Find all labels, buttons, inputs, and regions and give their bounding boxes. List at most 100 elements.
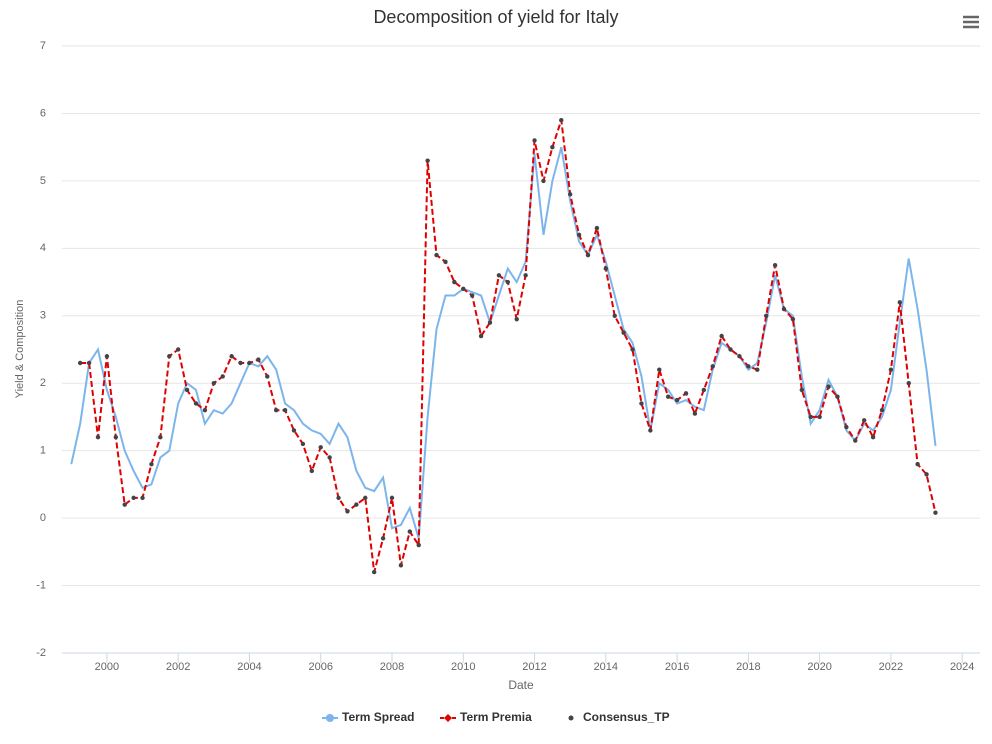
legend-label: Consensus_TP (583, 710, 670, 724)
data-point (870, 434, 876, 440)
legend-item[interactable]: Term Spread (322, 710, 414, 724)
legend-item[interactable]: Consensus_TP (568, 710, 670, 724)
legend-marker (444, 714, 452, 722)
data-point (193, 401, 199, 406)
data-point (363, 495, 368, 501)
y-tick-label: -1 (36, 579, 46, 591)
menu-button[interactable] (960, 12, 982, 32)
data-point (371, 569, 377, 575)
data-point (175, 347, 181, 352)
data-point (452, 279, 457, 285)
y-tick-label: 3 (40, 310, 46, 322)
data-point (879, 408, 885, 413)
data-point (728, 347, 733, 352)
data-point (835, 394, 840, 399)
x-tick-label: 2000 (95, 661, 119, 673)
data-point (273, 408, 279, 413)
data-point (612, 313, 617, 318)
data-point (665, 394, 671, 399)
data-point (790, 316, 796, 322)
data-point (781, 306, 787, 312)
series-line (70, 146, 937, 539)
y-tick-label: 0 (40, 512, 46, 524)
y-tick-label: 4 (40, 242, 46, 254)
data-point (523, 273, 528, 278)
data-point (763, 313, 769, 318)
data-point (915, 461, 920, 467)
data-point (710, 364, 715, 369)
x-tick-label: 2012 (522, 661, 546, 673)
data-point (550, 144, 555, 150)
data-point (247, 360, 252, 366)
data-point (933, 510, 938, 515)
data-point (567, 192, 573, 197)
data-point (434, 252, 439, 258)
data-point (95, 434, 101, 440)
data-point (158, 434, 163, 440)
y-tick-label: 6 (40, 107, 46, 119)
data-point (211, 381, 217, 386)
data-point (844, 424, 849, 430)
data-point (345, 509, 350, 514)
data-point (861, 418, 867, 423)
data-point (683, 391, 689, 396)
data-point (282, 408, 288, 413)
y-tick-label: 7 (40, 40, 46, 52)
data-point (532, 138, 537, 143)
data-point (648, 428, 653, 433)
data-point (300, 441, 306, 447)
data-point (853, 438, 858, 443)
data-point (924, 472, 929, 477)
data-point (469, 293, 475, 298)
data-point (443, 259, 448, 265)
data-point (559, 117, 564, 123)
data-point (603, 266, 609, 271)
data-point (888, 367, 894, 372)
x-axis-label: Date (508, 678, 534, 692)
x-tick-label: 2010 (451, 661, 475, 673)
data-point (265, 374, 270, 379)
series-line (80, 119, 937, 573)
legend-item[interactable]: Term Premia (440, 710, 532, 724)
data-point (674, 397, 680, 403)
data-point (585, 252, 591, 258)
data-point (639, 401, 644, 406)
data-point (906, 381, 911, 386)
data-point (256, 357, 261, 362)
x-tick-label: 2020 (807, 661, 831, 673)
chart-title: Decomposition of yield for Italy (373, 7, 618, 27)
data-point (86, 360, 92, 366)
data-point (737, 354, 742, 359)
data-point (336, 495, 341, 501)
x-tick-label: 2014 (594, 661, 618, 673)
data-point (630, 347, 635, 352)
data-point (291, 428, 297, 433)
data-point (184, 387, 190, 393)
data-point (594, 225, 600, 231)
data-point (514, 316, 519, 322)
data-point (407, 529, 413, 534)
data-point (692, 411, 698, 416)
data-point (104, 354, 110, 359)
data-point (657, 367, 662, 372)
data-point (122, 502, 127, 507)
data-point (238, 360, 243, 366)
data-point (496, 273, 502, 278)
y-tick-label: 5 (40, 175, 46, 187)
data-point (746, 364, 751, 369)
data-point (318, 445, 323, 450)
data-point (309, 468, 315, 474)
data-point (576, 232, 582, 238)
data-point (772, 262, 778, 268)
x-tick-label: 2016 (665, 661, 689, 673)
data-point (140, 495, 145, 501)
data-point (425, 158, 430, 163)
data-point (416, 542, 421, 548)
legend-label: Term Spread (342, 710, 414, 724)
data-point (398, 563, 404, 568)
data-point (621, 330, 626, 335)
data-point (229, 354, 234, 359)
x-tick-label: 2004 (237, 661, 261, 673)
